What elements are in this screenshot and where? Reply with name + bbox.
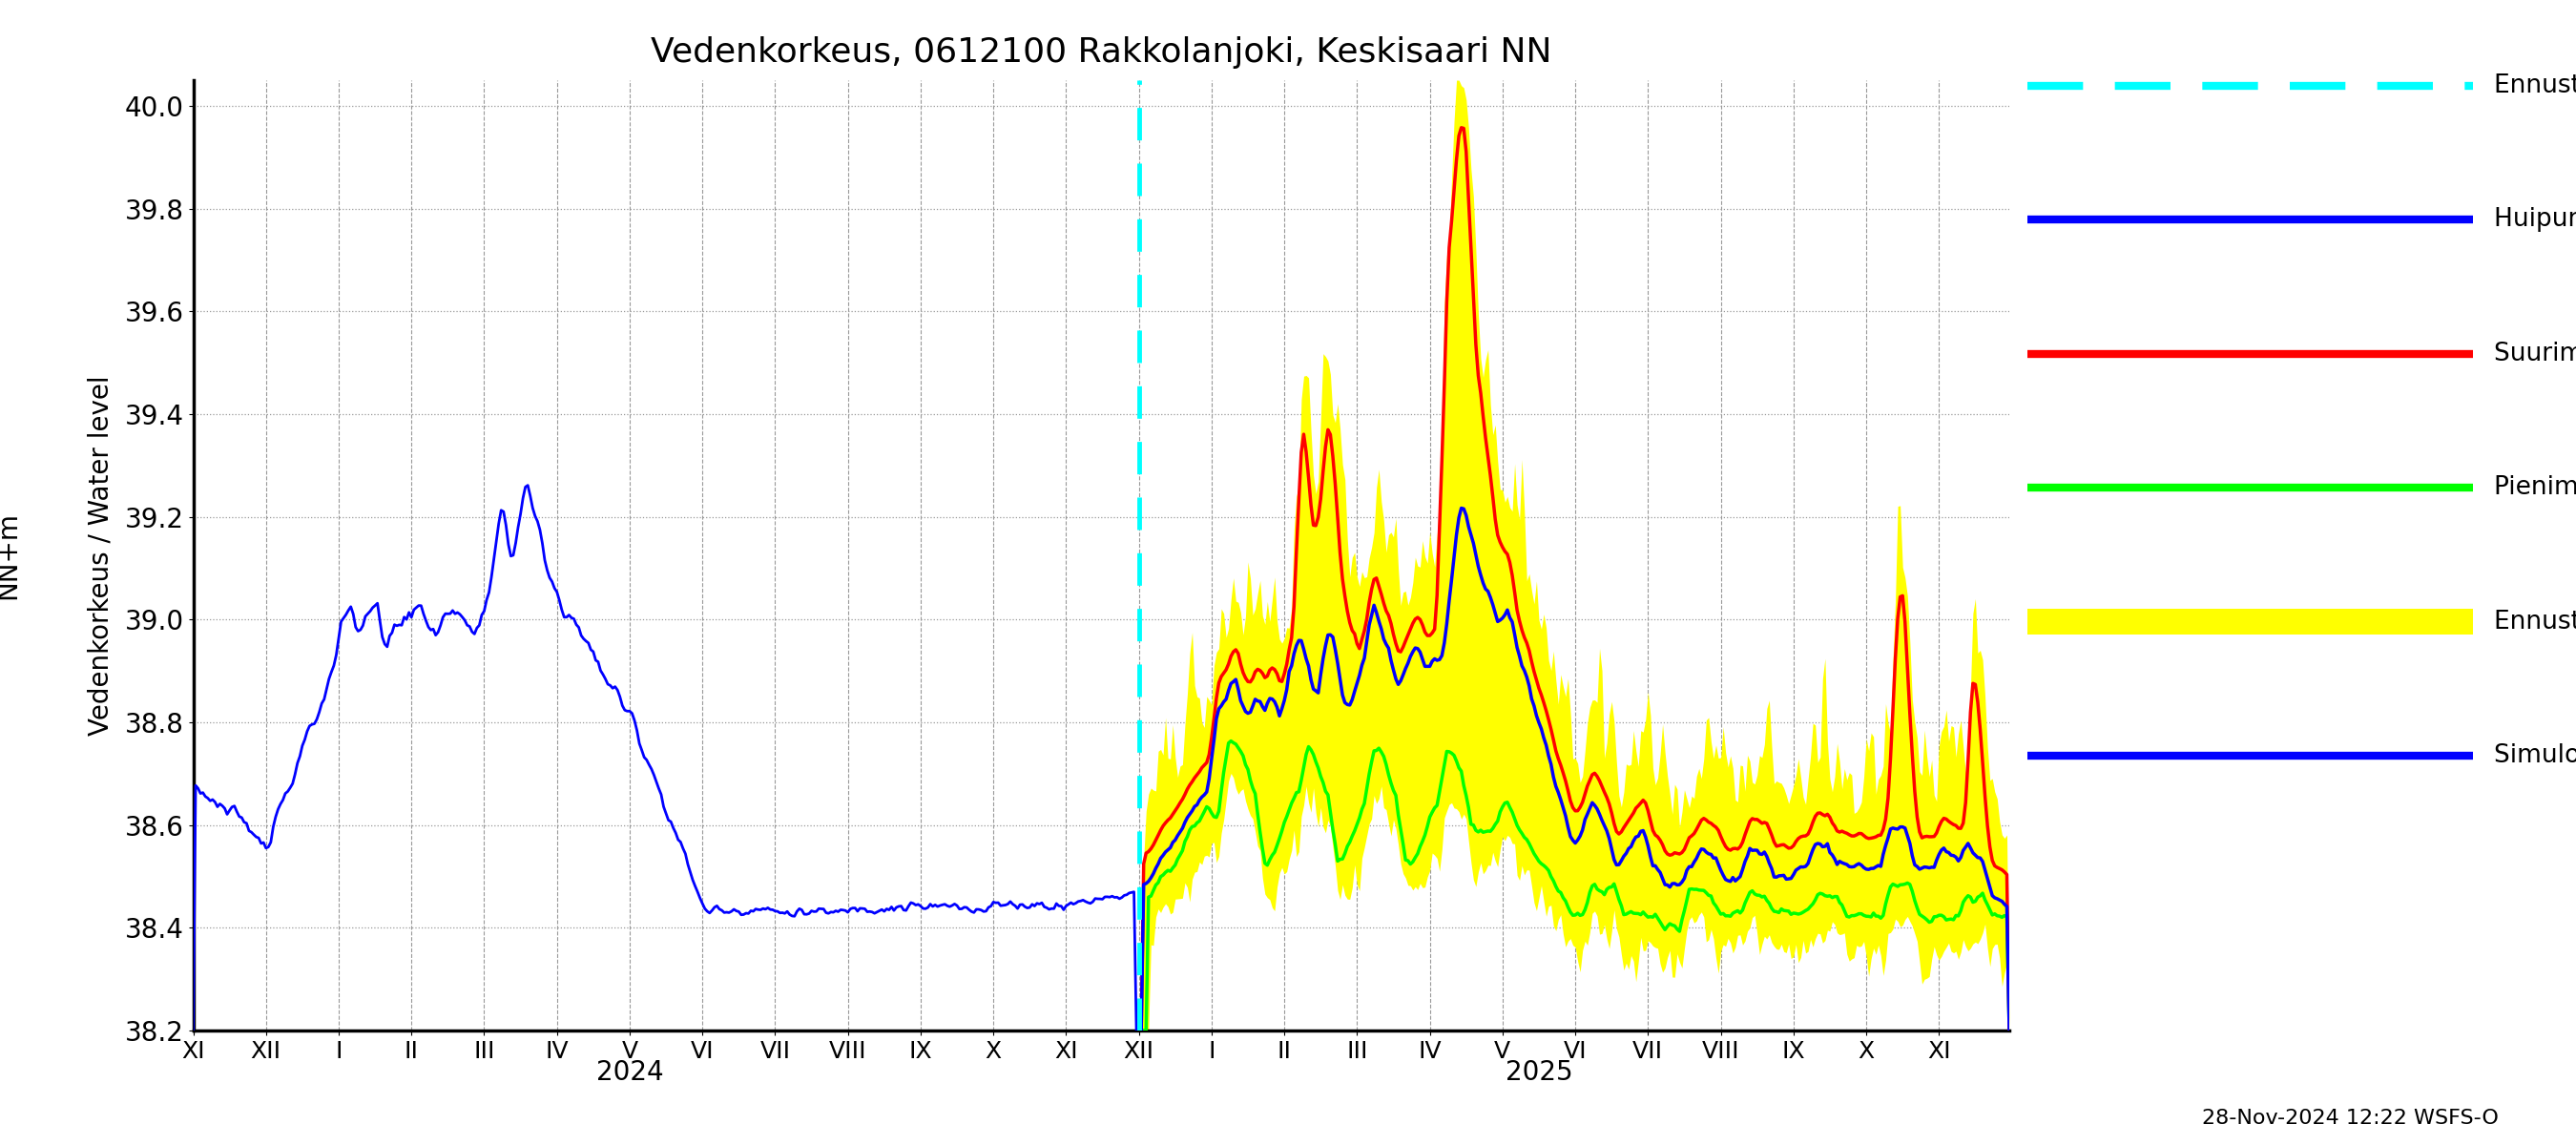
Text: Simuloitu historia: Simuloitu historia — [2494, 743, 2576, 768]
Text: Ennusteen vaihteleväli: Ennusteen vaihteleväli — [2494, 609, 2576, 634]
Text: 2025: 2025 — [1504, 1059, 1571, 1085]
Title: Vedenkorkeus, 0612100 Rakkolanjoki, Keskisaari NN: Vedenkorkeus, 0612100 Rakkolanjoki, Kesk… — [652, 35, 1551, 69]
Text: Ennusteen alku: Ennusteen alku — [2494, 73, 2576, 98]
Text: 2024: 2024 — [595, 1059, 665, 1085]
Text: Suurimman huipun ennuste: Suurimman huipun ennuste — [2494, 341, 2576, 366]
Text: Pienimmän huipun ennuste: Pienimmän huipun ennuste — [2494, 475, 2576, 500]
Text: 28-Nov-2024 12:22 WSFS-O: 28-Nov-2024 12:22 WSFS-O — [2202, 1108, 2499, 1128]
Text: Huipun keskiennuste: Huipun keskiennuste — [2494, 207, 2576, 232]
Y-axis label: NN+m


Vedenkorkeus / Water level: NN+m Vedenkorkeus / Water level — [0, 376, 113, 735]
